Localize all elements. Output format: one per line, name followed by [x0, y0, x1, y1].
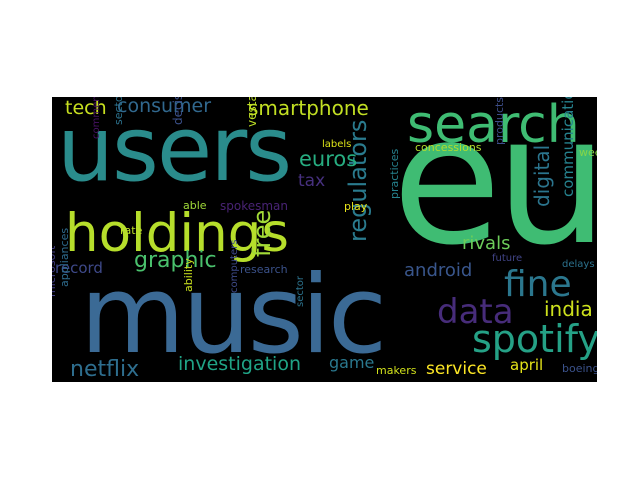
word-game: game	[329, 353, 375, 372]
word-future: future	[492, 253, 523, 264]
word-consumer: consumer	[117, 97, 212, 117]
word-boeing: boeing	[562, 362, 597, 375]
word-holdings: holdings	[65, 203, 289, 264]
word-tech: tech	[65, 97, 107, 119]
word-labels: labels	[322, 139, 352, 150]
word-computers: computers	[229, 239, 240, 293]
word-products: products	[493, 97, 506, 145]
word-rivals: rivals	[462, 233, 511, 254]
word-research: research	[240, 263, 288, 276]
word-makers: makers	[376, 364, 417, 377]
word-euros: euros	[299, 147, 358, 171]
word-tax: tax	[298, 171, 326, 191]
word-digital: digital	[530, 144, 554, 207]
word-april: april	[510, 356, 544, 374]
word-communication: communication	[559, 97, 577, 197]
word-service: service	[426, 359, 487, 379]
word-sector: sector	[295, 275, 306, 307]
word-netflix: netflix	[70, 357, 140, 382]
word-microsoft: microsoft	[52, 245, 58, 297]
word-concessions: concessions	[415, 141, 482, 154]
word-practices: practices	[388, 148, 401, 199]
word-android: android	[404, 260, 473, 281]
word-fine: fine	[504, 264, 572, 305]
word-eu: eu	[392, 97, 597, 284]
word-investigation: investigation	[178, 353, 301, 375]
word-rate: rate	[120, 224, 143, 237]
word-spotify: spotify	[472, 317, 597, 361]
word-appliances: appliances	[58, 227, 71, 287]
word-spokesman: spokesman	[220, 199, 289, 213]
word-vestager: vestager	[245, 97, 259, 127]
word-record: record	[55, 259, 103, 277]
word-search: search	[407, 97, 580, 155]
word-delays: delays	[562, 259, 595, 270]
word-data: data	[437, 292, 514, 332]
word-play: play	[344, 200, 368, 213]
word-smartphone: smartphone	[248, 97, 369, 120]
word-music: music	[80, 253, 387, 378]
word-free: free	[248, 209, 276, 257]
word-weeks: weeks	[579, 146, 597, 159]
word-able: able	[183, 199, 207, 212]
word-india: india	[544, 297, 593, 321]
word-ability: ability	[182, 258, 195, 292]
word-users: users	[57, 97, 292, 202]
word-graphic: graphic	[134, 248, 217, 273]
word-comment: comment	[91, 97, 102, 139]
word-regulators: regulators	[344, 119, 372, 242]
word-cloud: users eu music search holdings spotify f…	[52, 97, 597, 382]
word-sectors: sectors	[112, 97, 125, 125]
word-decision: decision	[171, 97, 185, 125]
